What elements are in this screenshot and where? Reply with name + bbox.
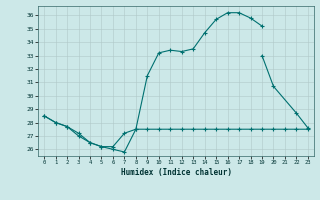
X-axis label: Humidex (Indice chaleur): Humidex (Indice chaleur) [121, 168, 231, 177]
